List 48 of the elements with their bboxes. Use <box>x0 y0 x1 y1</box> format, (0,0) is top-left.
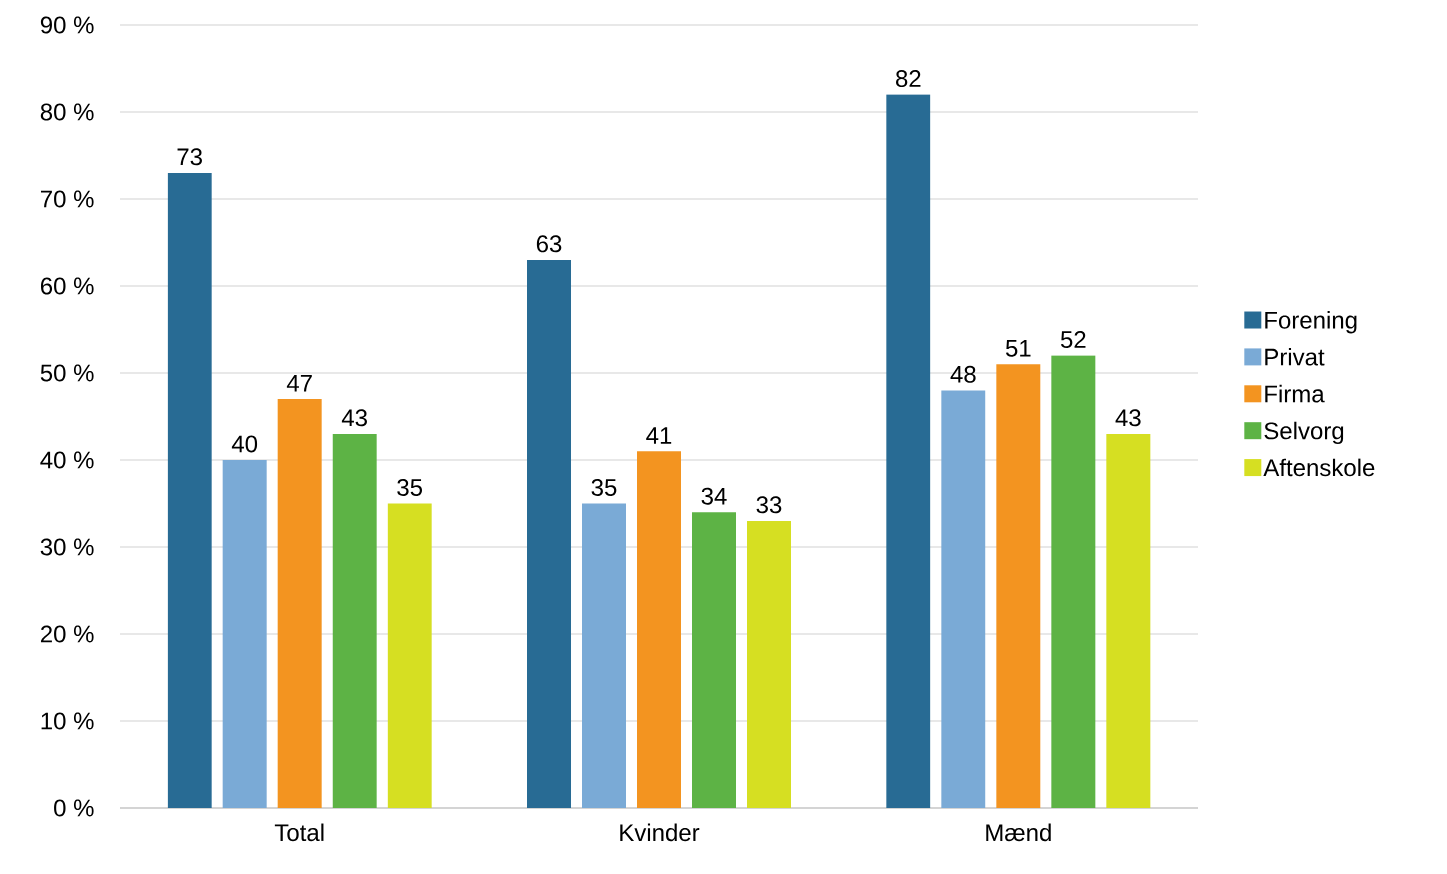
legend-label: Selvorg <box>1264 421 1344 445</box>
y-tick-label: 30 % <box>40 538 94 556</box>
y-tick-label: 40 % <box>40 451 94 469</box>
bar <box>1051 355 1096 808</box>
data-label: 47 <box>286 375 312 392</box>
bar <box>332 433 377 808</box>
data-label: 63 <box>536 235 562 253</box>
data-label: 48 <box>950 365 976 383</box>
bar <box>886 94 931 808</box>
data-label: 40 <box>231 435 258 453</box>
y-tick-label: 20 % <box>40 625 94 643</box>
bar <box>387 503 432 808</box>
data-label: 35 <box>397 478 423 496</box>
data-label: 43 <box>1115 409 1141 427</box>
y-tick-label: 10 % <box>41 712 94 730</box>
bar <box>222 459 267 808</box>
x-tick-label: Kvinder <box>620 823 700 842</box>
bar <box>747 520 791 808</box>
bar <box>692 512 737 808</box>
data-label: 33 <box>756 496 782 514</box>
y-tick-label: 60 % <box>41 277 94 295</box>
bar <box>996 364 1041 808</box>
data-label: 34 <box>701 487 727 505</box>
data-label: 43 <box>341 409 367 427</box>
y-tick-label: 80 % <box>40 103 94 121</box>
bar <box>167 172 212 808</box>
data-label: 51 <box>1005 340 1031 357</box>
bar <box>1106 433 1151 808</box>
data-label: 52 <box>1060 331 1086 349</box>
legend-label: Aftenskole <box>1263 458 1375 477</box>
y-tick-label: 90 % <box>40 16 94 34</box>
y-tick-label: 70 % <box>41 190 94 208</box>
legend-label: Firma <box>1265 384 1325 403</box>
bar <box>941 390 986 808</box>
x-tick-label: Mænd <box>986 823 1051 842</box>
data-label: 73 <box>177 148 202 166</box>
legend-label: Privat <box>1265 347 1325 366</box>
legend-label: Forening <box>1265 311 1357 334</box>
data-label: 35 <box>591 478 617 496</box>
y-tick-label: 50 % <box>40 364 94 382</box>
data-label: 41 <box>646 427 672 444</box>
bar <box>277 399 322 808</box>
bar <box>527 259 571 808</box>
bar <box>637 451 681 808</box>
y-tick-label: 0 % <box>54 799 94 817</box>
x-tick-label: Total <box>274 823 324 842</box>
data-label: 82 <box>896 70 921 88</box>
bar <box>582 503 626 808</box>
